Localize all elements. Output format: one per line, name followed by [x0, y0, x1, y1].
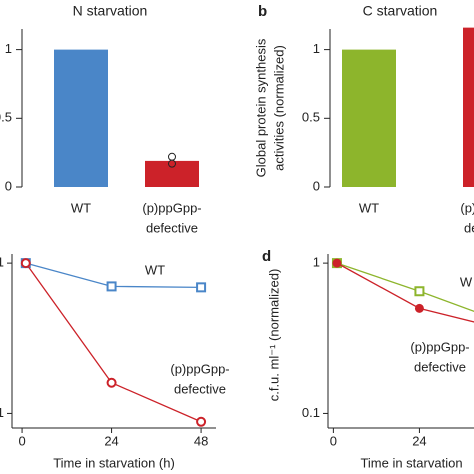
- chart-title: N starvation: [73, 3, 148, 19]
- marker: [196, 416, 207, 427]
- y-tick-label: 0.5: [302, 110, 320, 125]
- y-tick-label: 1: [0, 255, 4, 270]
- y-tick-label: 1: [313, 41, 320, 56]
- data-dot: [168, 152, 176, 161]
- chart-title: C starvation: [363, 3, 438, 19]
- data-dot: [168, 159, 176, 168]
- series-line: [336, 262, 474, 323]
- marker: [332, 258, 342, 268]
- x-axis-label: Time in starvation (h): [53, 455, 175, 470]
- x-tick-label: defective: [464, 220, 474, 235]
- series-label: WT: [145, 262, 165, 277]
- series-label: defective: [174, 381, 226, 396]
- y-tick-label: 0: [313, 178, 320, 193]
- marker: [106, 377, 117, 388]
- y-tick-label: 1: [5, 41, 12, 56]
- y-axis-label: Global protein synthesis: [253, 38, 268, 177]
- x-axis-label: Time in starvation: [360, 455, 462, 470]
- x-tick-label: 0: [330, 433, 337, 448]
- x-tick-label: 48: [194, 433, 208, 448]
- series-label: W: [460, 274, 473, 289]
- x-tick-label: 0: [18, 433, 25, 448]
- bar: [145, 160, 199, 187]
- x-tick-label: WT: [71, 200, 91, 215]
- marker: [196, 282, 207, 293]
- x-tick-label: 24: [104, 433, 118, 448]
- marker: [414, 303, 424, 313]
- y-tick-label: 0.5: [0, 110, 12, 125]
- series-line: [336, 262, 474, 313]
- x-tick-label: (p)ppGpp-: [142, 200, 201, 215]
- panel-label: d: [262, 248, 271, 265]
- series-label: (p)ppGpp-: [170, 361, 229, 376]
- marker: [414, 286, 425, 297]
- y-tick-label: 0.1: [0, 405, 4, 420]
- x-tick-label: defective: [146, 220, 198, 235]
- x-tick-label: (p)ppGpp-: [460, 200, 474, 215]
- x-tick-label: WT: [359, 200, 379, 215]
- series-label: (p)ppGpp-: [410, 339, 469, 354]
- series-label: defective: [414, 359, 466, 374]
- bar: [342, 49, 396, 187]
- x-tick-label: 24: [412, 433, 426, 448]
- y-axis-label: c.f.u. ml⁻¹ (normalized): [266, 269, 281, 402]
- marker: [20, 258, 31, 269]
- y-tick-label: 0.1: [302, 405, 320, 420]
- marker: [106, 281, 117, 292]
- bar: [463, 27, 474, 188]
- panel-label: b: [258, 3, 267, 20]
- y-tick-label: 1: [313, 255, 320, 270]
- y-axis-label: activities (normalized): [271, 45, 286, 171]
- y-tick-label: 0: [5, 178, 12, 193]
- bar: [54, 49, 108, 187]
